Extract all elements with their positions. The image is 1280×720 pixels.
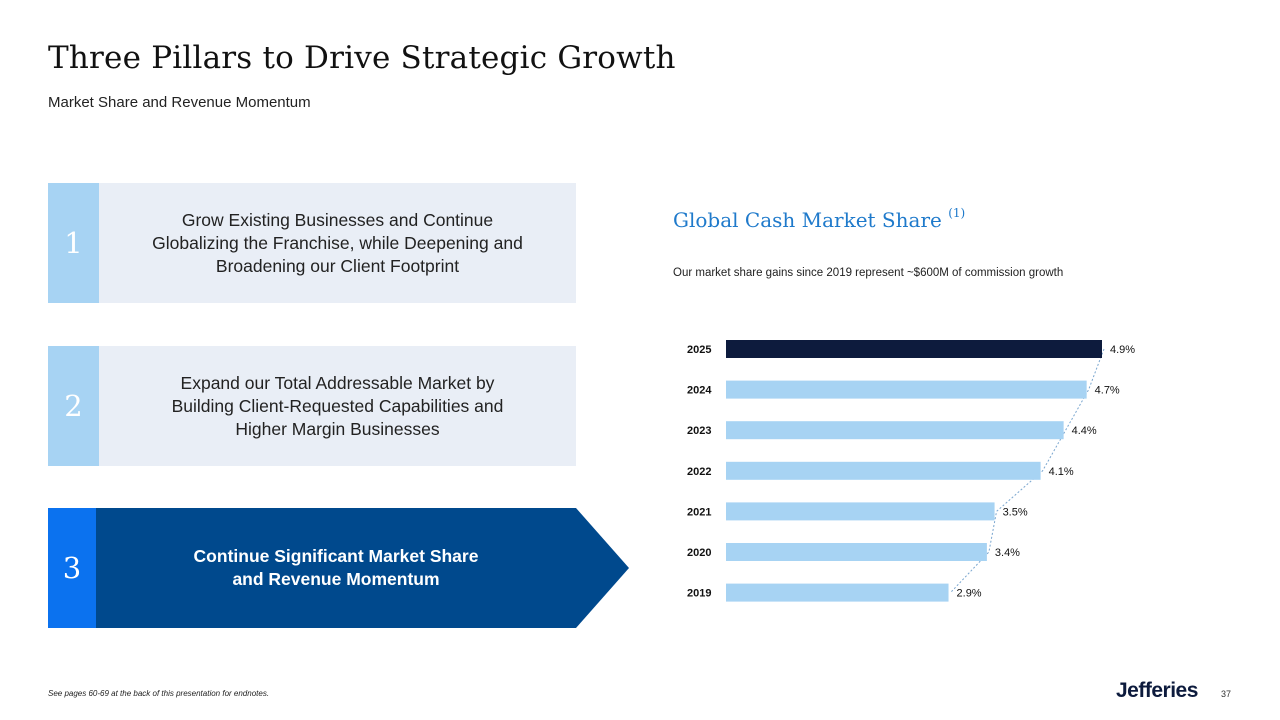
chart-title-footnote: (1) (948, 206, 966, 221)
chart-title-text: Global Cash Market Share (673, 208, 942, 232)
bar-2019 (726, 583, 949, 602)
pillar-1: 1 Grow Existing Businesses and Continue … (48, 183, 576, 303)
year-label-2020: 2020 (687, 547, 711, 559)
value-label-2022: 4.1% (1049, 466, 1074, 478)
bar-2024 (726, 380, 1087, 399)
pillar-3-text: Continue Significant Market Share and Re… (193, 546, 479, 589)
pillar-3-number: 3 (62, 551, 82, 585)
value-label-2023: 4.4% (1072, 425, 1097, 437)
value-label-2019: 2.9% (957, 588, 982, 600)
jefferies-logo: Jefferies (1116, 679, 1198, 702)
bar-2025 (726, 340, 1102, 358)
page-number: 37 (1221, 689, 1232, 699)
bar-2020 (726, 543, 987, 561)
value-label-2024: 4.7% (1095, 385, 1120, 397)
bar-2021 (726, 502, 995, 521)
year-label-2025: 2025 (687, 344, 711, 356)
year-label-2019: 2019 (687, 588, 711, 600)
growth-connector-line (950, 348, 1105, 593)
page-subtitle: Market Share and Revenue Momentum (48, 94, 311, 111)
value-label-2025: 4.9% (1110, 344, 1135, 356)
value-label-2021: 3.5% (1003, 506, 1028, 518)
pillar-1-text: Grow Existing Businesses and Continue Gl… (152, 209, 523, 276)
pillar-2-text: Expand our Total Addressable Market by B… (171, 372, 504, 439)
value-label-2020: 3.4% (995, 547, 1020, 559)
market-share-bar-chart: 2025 4.9% 2024 4.7% 2023 4.4% 2022 4.1% 2021 3.5%… (687, 340, 1135, 602)
bar-2022 (726, 461, 1041, 480)
pillar-3-arrow-shape (48, 508, 629, 628)
year-label-2024: 2024 (687, 385, 712, 397)
page-title: Three Pillars to Drive Strategic Growth (48, 40, 676, 76)
bar-2023 (726, 421, 1064, 440)
chart-subtitle: Our market share gains since 2019 repres… (673, 267, 1064, 279)
pillar-3-arrow-body (96, 508, 629, 628)
pillar-3-number-block (48, 508, 96, 628)
year-label-2022: 2022 (687, 466, 711, 478)
year-label-2021: 2021 (687, 506, 711, 518)
year-label-2023: 2023 (687, 425, 711, 437)
pillar-2-number: 2 (48, 346, 99, 466)
chart-title: Global Cash Market Share (1) (673, 206, 966, 232)
pillar-3: 3 Continue Significant Market Share and … (48, 508, 629, 628)
pillar-2: 2 Expand our Total Addressable Market by… (48, 346, 576, 466)
endnotes-footnote: See pages 60-69 at the back of this pres… (48, 689, 270, 698)
pillar-1-number: 1 (48, 183, 99, 303)
